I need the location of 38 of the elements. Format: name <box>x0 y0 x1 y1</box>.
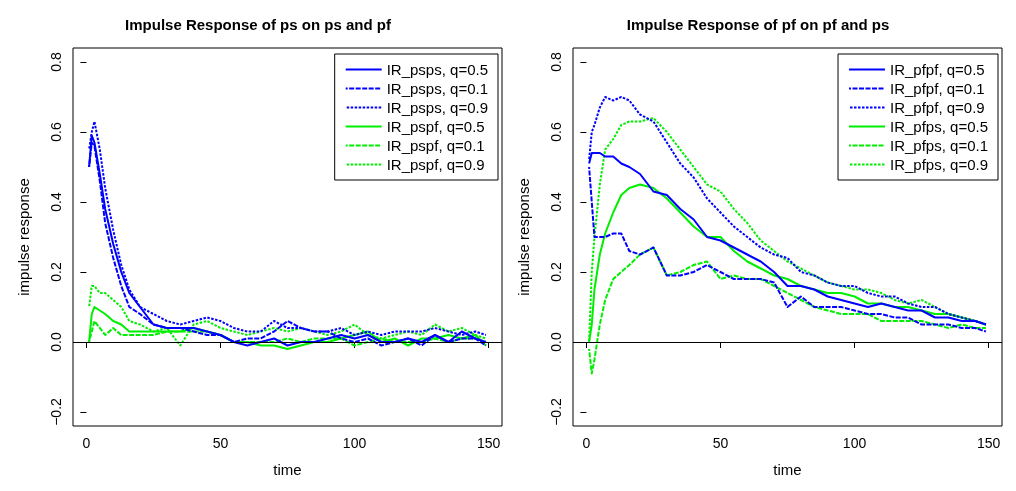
chart-title: Impulse Response of ps on ps and pf <box>125 16 392 33</box>
y-tick-label: 0.6 <box>48 122 64 142</box>
x-axis-title: time <box>273 461 302 478</box>
legend-label: IR_psps, q=0.5 <box>386 61 489 78</box>
y-axis-title: impulse response <box>15 178 32 296</box>
legend-label: IR_pfpf, q=0.9 <box>890 99 985 116</box>
chart-title: Impulse Response of pf on pf and ps <box>626 16 890 33</box>
legend-label: IR_pspf, q=0.5 <box>386 118 485 135</box>
y-tick-label: −0.2 <box>548 397 564 426</box>
y-axis-title: impulse response <box>515 178 532 296</box>
y-tick-label: 0.4 <box>48 192 64 212</box>
legend-label: IR_pfps, q=0.5 <box>890 118 988 135</box>
legend-label: IR_psps, q=0.9 <box>386 99 489 116</box>
x-tick-label: 50 <box>712 435 729 451</box>
y-tick-label: 0.8 <box>548 52 564 72</box>
x-tick-label: 50 <box>212 435 229 451</box>
y-tick-label: 0.2 <box>48 262 64 282</box>
legend-label: IR_pfpf, q=0.5 <box>890 61 985 78</box>
legend-label: IR_pfps, q=0.9 <box>890 156 988 173</box>
y-tick-label: 0.0 <box>548 332 564 352</box>
x-tick-label: 0 <box>582 435 591 451</box>
y-tick-label: 0.2 <box>548 262 564 282</box>
x-tick-label: 100 <box>842 435 867 451</box>
x-axis-title: time <box>773 461 802 478</box>
legend-label: IR_pfpf, q=0.1 <box>890 80 985 97</box>
legend-label: IR_pspf, q=0.1 <box>386 137 485 154</box>
legend-label: IR_psps, q=0.1 <box>386 80 489 97</box>
y-tick-label: 0.0 <box>48 332 64 352</box>
y-tick-label: 0.8 <box>48 52 64 72</box>
legend-label: IR_pspf, q=0.9 <box>386 156 485 173</box>
x-tick-label: 100 <box>342 435 367 451</box>
x-tick-label: 0 <box>82 435 91 451</box>
x-tick-label: 150 <box>976 435 1001 451</box>
x-tick-label: 150 <box>476 435 501 451</box>
y-tick-label: 0.6 <box>548 122 564 142</box>
y-tick-label: −0.2 <box>48 397 64 426</box>
legend-label: IR_pfps, q=0.1 <box>890 137 988 154</box>
y-tick-label: 0.4 <box>548 192 564 212</box>
